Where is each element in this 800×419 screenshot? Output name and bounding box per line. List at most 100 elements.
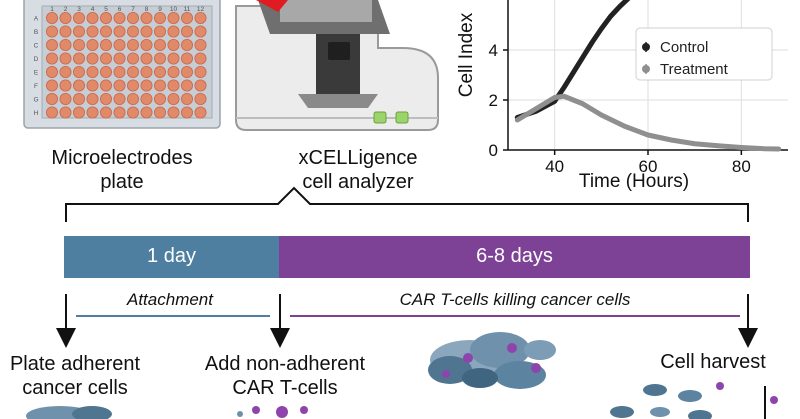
step-cell-harvest: Cell harvest xyxy=(648,350,778,374)
data-point-treatment xyxy=(669,137,674,143)
data-point-treatment xyxy=(776,146,781,152)
plate-well xyxy=(127,52,140,65)
plate-well xyxy=(194,11,207,24)
plate-row-label: G xyxy=(33,97,38,104)
data-point-treatment xyxy=(599,112,604,118)
data-point-treatment xyxy=(692,141,697,146)
plate-well xyxy=(100,66,113,79)
plate-well xyxy=(86,39,99,52)
plate-well xyxy=(194,79,207,92)
data-point-treatment xyxy=(533,106,539,111)
legend-entry: Control xyxy=(660,39,708,56)
plate-well xyxy=(180,93,193,106)
plate-well xyxy=(127,39,140,52)
plate-well xyxy=(73,52,86,65)
data-point-treatment xyxy=(622,124,627,129)
plate-caption: Microelectrodes plate xyxy=(32,146,212,194)
plate-well xyxy=(153,25,166,38)
plate-well xyxy=(127,79,140,92)
step-add-car-t: Add non-adherent CAR T-cells xyxy=(196,352,374,400)
plate-well xyxy=(100,93,113,106)
analyzer-mount xyxy=(298,94,378,108)
plate-well xyxy=(45,79,58,92)
plate-well xyxy=(140,25,153,38)
step-plate-line2: cancer cells xyxy=(22,377,128,399)
data-point-treatment xyxy=(715,143,721,148)
data-point-treatment xyxy=(552,95,557,100)
plate-well xyxy=(113,11,126,24)
plate-well xyxy=(59,11,72,24)
data-point-treatment xyxy=(762,146,767,151)
plate-well xyxy=(86,25,99,38)
plate-well xyxy=(73,93,86,106)
x-tick-label: 60 xyxy=(639,157,658,176)
plate-well xyxy=(100,39,113,52)
plate-well xyxy=(194,39,207,52)
plate-well xyxy=(73,25,86,38)
plate-well xyxy=(100,25,113,38)
plate-well xyxy=(153,52,166,65)
red-arrow xyxy=(256,0,288,12)
timeline-arrows xyxy=(56,294,758,348)
plate-caption-line2: plate xyxy=(100,171,144,193)
indicator-light-2 xyxy=(395,111,409,124)
analyzer-clamp xyxy=(328,42,350,60)
data-point-control xyxy=(608,14,613,19)
plate-well xyxy=(140,11,153,24)
plate-well xyxy=(45,11,58,24)
plate-well xyxy=(127,106,140,119)
plate-well xyxy=(59,106,72,119)
legend-marker xyxy=(642,43,650,51)
step-add-line2: CAR T-cells xyxy=(232,377,338,399)
plate-well xyxy=(100,79,113,92)
plate-col-label: 5 xyxy=(104,6,108,13)
plate-well xyxy=(86,52,99,65)
plate-well xyxy=(86,66,99,79)
plate-well xyxy=(127,93,140,106)
data-point-treatment xyxy=(645,132,651,138)
data-point-control xyxy=(589,40,595,45)
plate-well xyxy=(153,66,166,79)
data-point-control xyxy=(571,70,576,75)
plate-well xyxy=(180,25,193,38)
plate-well xyxy=(194,93,207,106)
plate-well xyxy=(45,52,58,65)
plate-well xyxy=(194,25,207,38)
plate-col-label: 10 xyxy=(170,6,178,13)
phase-killing: CAR T-cells killing cancer cells xyxy=(399,290,631,309)
plate-well xyxy=(180,66,193,79)
plate-well xyxy=(180,39,193,52)
analyzer-caption: xCELLigence cell analyzer xyxy=(268,146,448,194)
plate-well xyxy=(59,66,72,79)
plate-well xyxy=(100,106,113,119)
plate-well xyxy=(86,79,99,92)
timeline-bar: 1 day 6-8 days xyxy=(64,236,750,278)
plate-row-label: E xyxy=(34,70,39,77)
x-axis-label: Time (Hours) xyxy=(579,171,689,192)
x-tick-label: 80 xyxy=(732,157,751,176)
plate-well xyxy=(180,11,193,24)
plate-well xyxy=(100,52,113,65)
plate-col-label: 1 xyxy=(50,6,54,13)
data-point-treatment xyxy=(580,101,585,106)
plate-caption-line1: Microelectrodes xyxy=(51,147,193,169)
data-point-control xyxy=(617,4,623,9)
cell-illustrations xyxy=(26,332,778,419)
plate-well xyxy=(45,66,58,79)
y-tick-label: 4 xyxy=(489,41,498,60)
plate-col-label: 11 xyxy=(184,6,191,13)
plate-well xyxy=(86,93,99,106)
plate-row-label: D xyxy=(34,56,39,63)
plate-well xyxy=(73,66,86,79)
legend-entry: Treatment xyxy=(660,61,729,78)
plate-well xyxy=(153,39,166,52)
data-point-control xyxy=(580,55,585,60)
plate-row-label: H xyxy=(34,110,39,117)
plate-well xyxy=(59,93,72,106)
indicator-light-1 xyxy=(373,111,387,124)
plate-well xyxy=(167,52,180,65)
plate-well xyxy=(153,11,166,24)
timeline-segment-1-day: 1 day xyxy=(64,236,279,278)
plate-well xyxy=(113,93,126,106)
plate-well xyxy=(180,79,193,92)
